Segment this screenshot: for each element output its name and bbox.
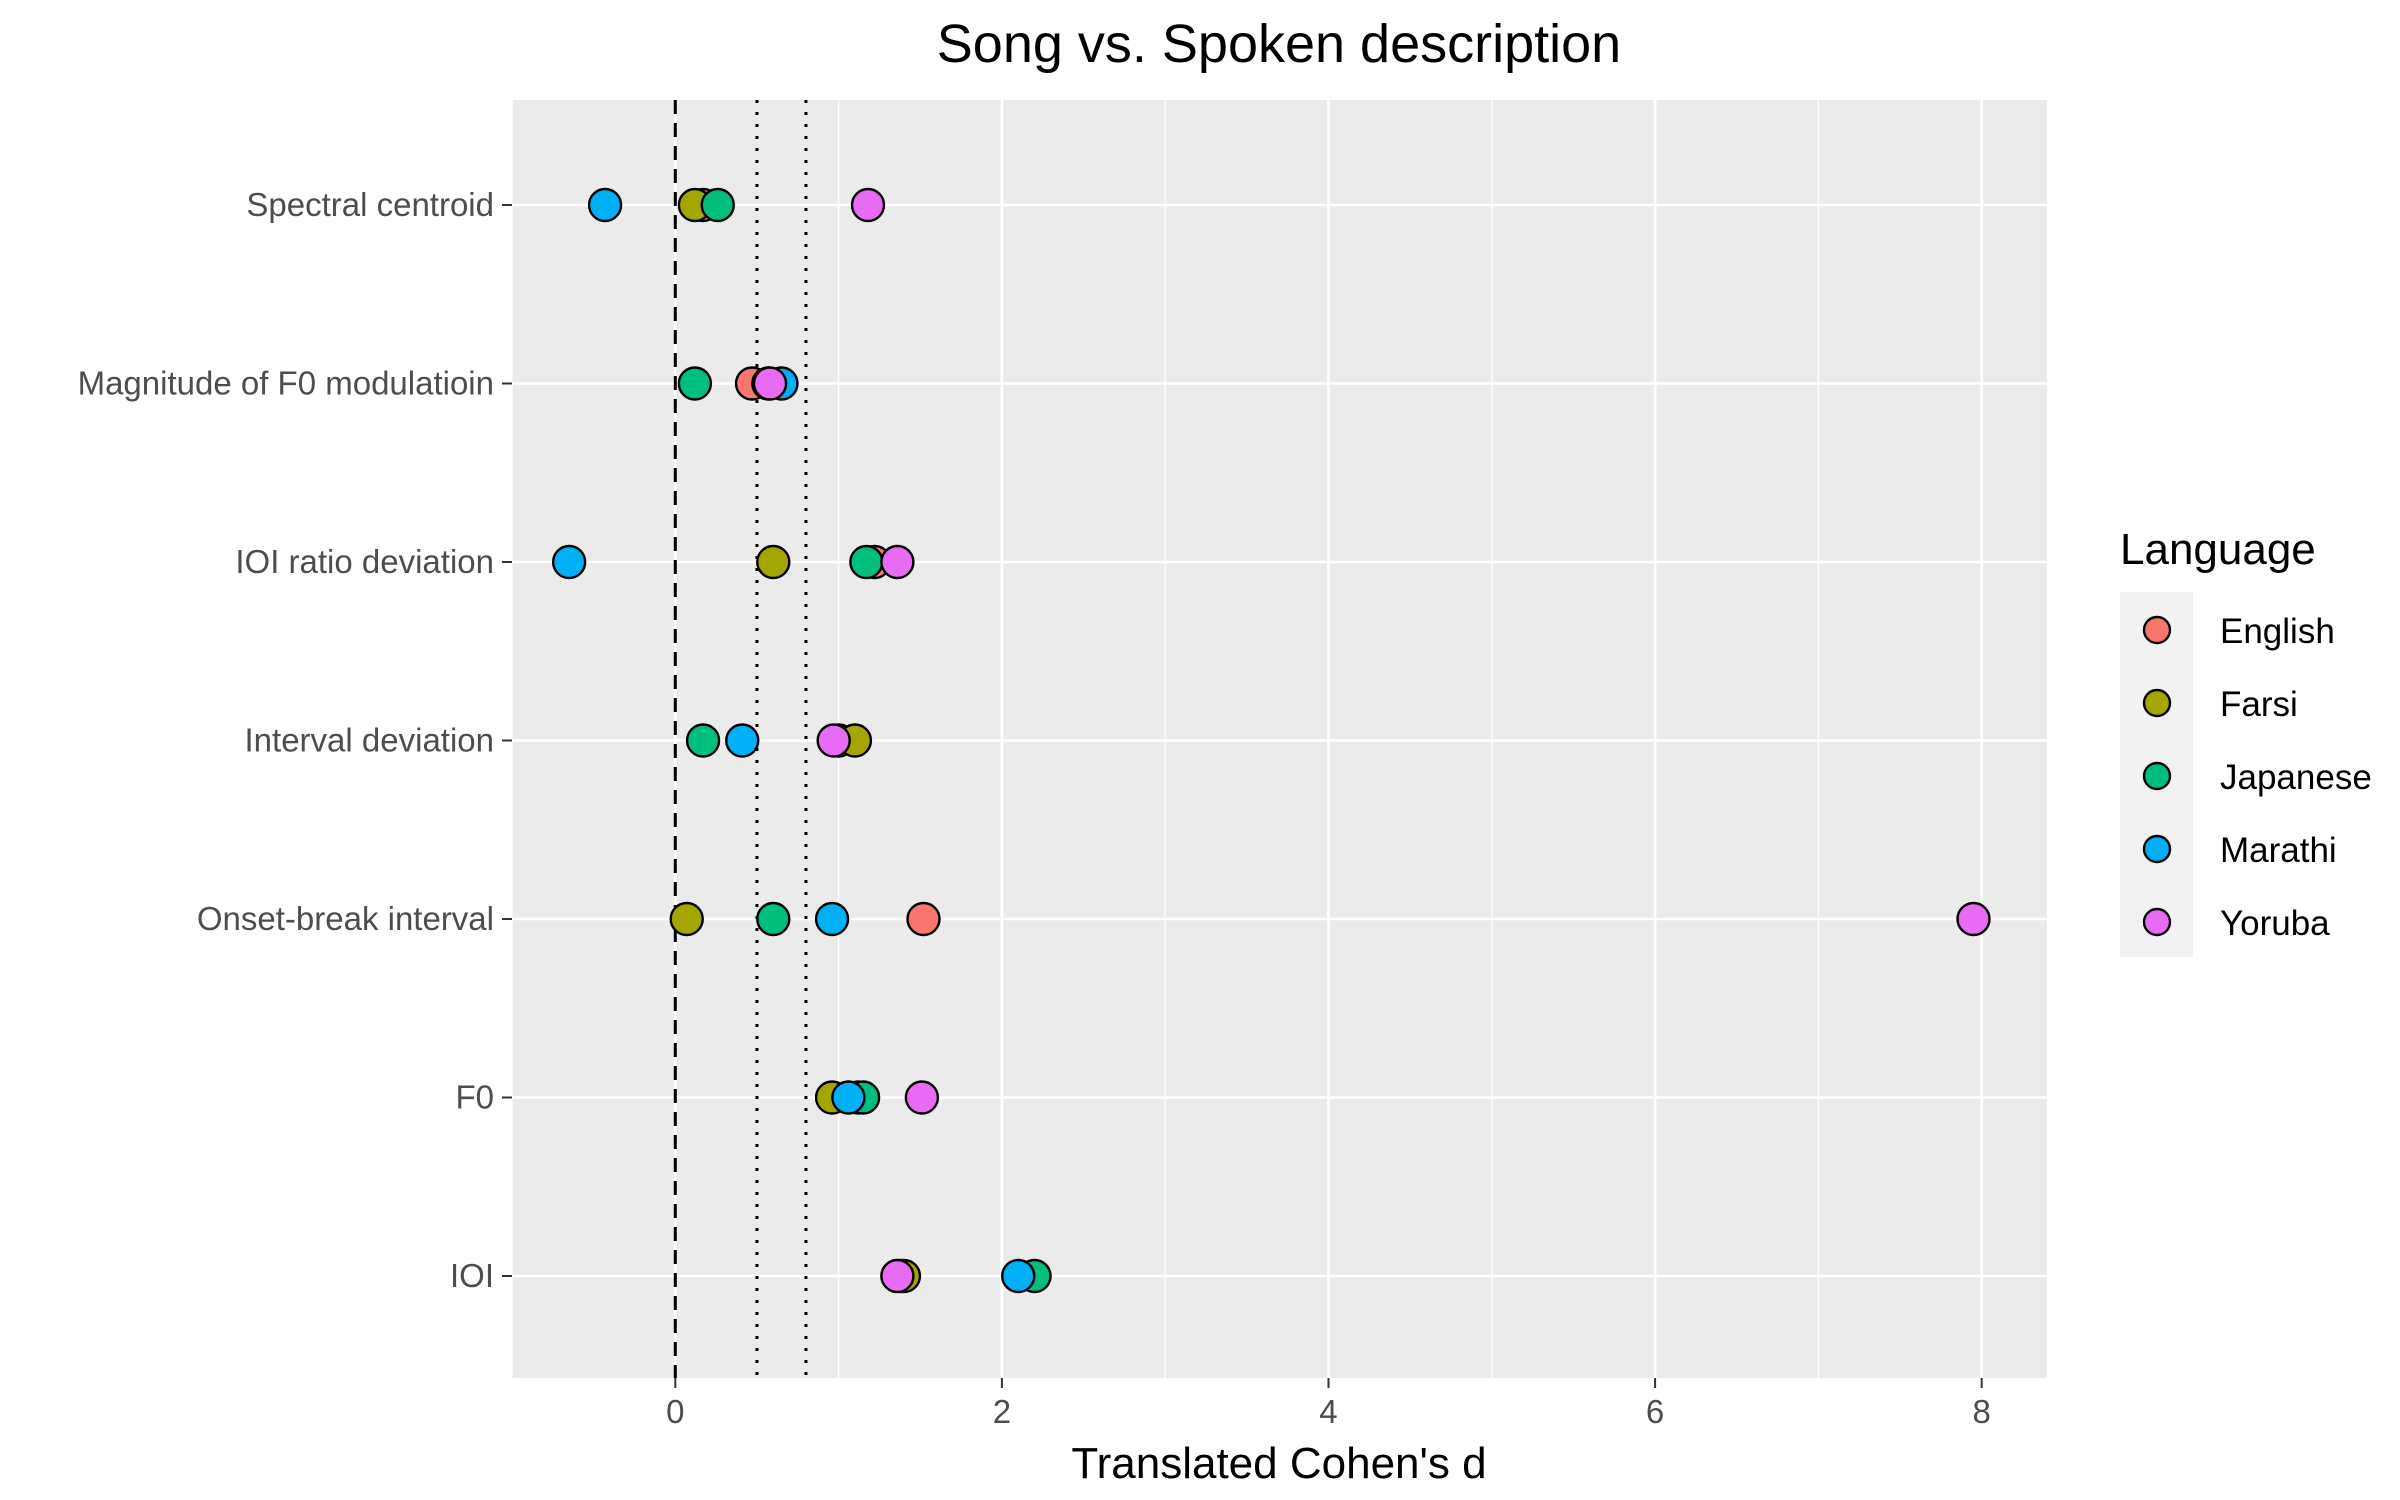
y-tick-label: Onset-break interval xyxy=(197,900,494,937)
point-japanese-0 xyxy=(700,187,735,223)
point-yoruba-1 xyxy=(752,366,788,401)
legend-label-marathi: Marathi xyxy=(2220,831,2337,870)
legend-key-farsi xyxy=(2142,688,2172,718)
point-marathi-6 xyxy=(1001,1258,1036,1294)
legend-label-english: English xyxy=(2220,612,2335,651)
point-japanese-2 xyxy=(849,544,884,580)
major-gridlines xyxy=(512,100,2047,1378)
legend: Language English Farsi Japanese Marathi Yoru… xyxy=(2120,525,2372,957)
legend-key-marathi xyxy=(2142,834,2172,864)
point-yoruba-4 xyxy=(1956,901,1991,937)
legend-label-farsi: Farsi xyxy=(2220,685,2298,724)
legend-title: Language xyxy=(2120,525,2316,574)
y-tick-label: Spectral centroid xyxy=(246,186,494,223)
point-marathi-0 xyxy=(587,187,623,223)
legend-label-japanese: Japanese xyxy=(2220,758,2372,797)
point-marathi-4 xyxy=(814,901,850,937)
data-points xyxy=(551,187,1991,1294)
point-english-4 xyxy=(906,901,941,937)
point-farsi-2 xyxy=(756,544,791,580)
y-tick-label: Interval deviation xyxy=(245,722,494,759)
y-tick-label: Magnitude of F0 modulatioin xyxy=(78,365,494,402)
point-japanese-3 xyxy=(685,723,721,758)
point-marathi-3 xyxy=(725,723,760,758)
point-yoruba-2 xyxy=(880,544,915,580)
point-yoruba-5 xyxy=(904,1080,940,1115)
point-yoruba-0 xyxy=(850,187,886,223)
legend-key-japanese xyxy=(2142,761,2172,791)
legend-label-yoruba: Yoruba xyxy=(2220,904,2330,943)
x-axis-title: Translated Cohen's d xyxy=(1071,1439,1486,1488)
chart-title: Song vs. Spoken description xyxy=(937,14,1621,74)
x-tick-label: 8 xyxy=(1973,1393,1991,1430)
x-axis: 0 2 4 6 8 xyxy=(666,1378,1991,1430)
point-farsi-4 xyxy=(669,901,704,937)
legend-key-english xyxy=(2142,615,2172,645)
point-japanese-4 xyxy=(756,901,791,937)
plot-panel xyxy=(512,100,2047,1378)
point-marathi-5 xyxy=(831,1080,866,1115)
y-tick-label: F0 xyxy=(455,1079,494,1116)
x-tick-label: 4 xyxy=(1319,1393,1337,1430)
point-marathi-2 xyxy=(551,544,587,580)
x-tick-label: 6 xyxy=(1646,1393,1664,1430)
y-axis: Spectral centroid Magnitude of F0 modulat… xyxy=(78,186,512,1294)
x-tick-label: 0 xyxy=(666,1393,684,1430)
point-japanese-1 xyxy=(677,366,713,401)
x-tick-label: 2 xyxy=(993,1393,1011,1430)
point-yoruba-3 xyxy=(816,723,851,758)
minor-gridlines xyxy=(511,100,1820,1378)
y-tick-label: IOI xyxy=(450,1257,494,1294)
point-yoruba-6 xyxy=(880,1258,915,1294)
y-tick-label: IOI ratio deviation xyxy=(235,543,494,580)
legend-key-yoruba xyxy=(2142,907,2172,937)
